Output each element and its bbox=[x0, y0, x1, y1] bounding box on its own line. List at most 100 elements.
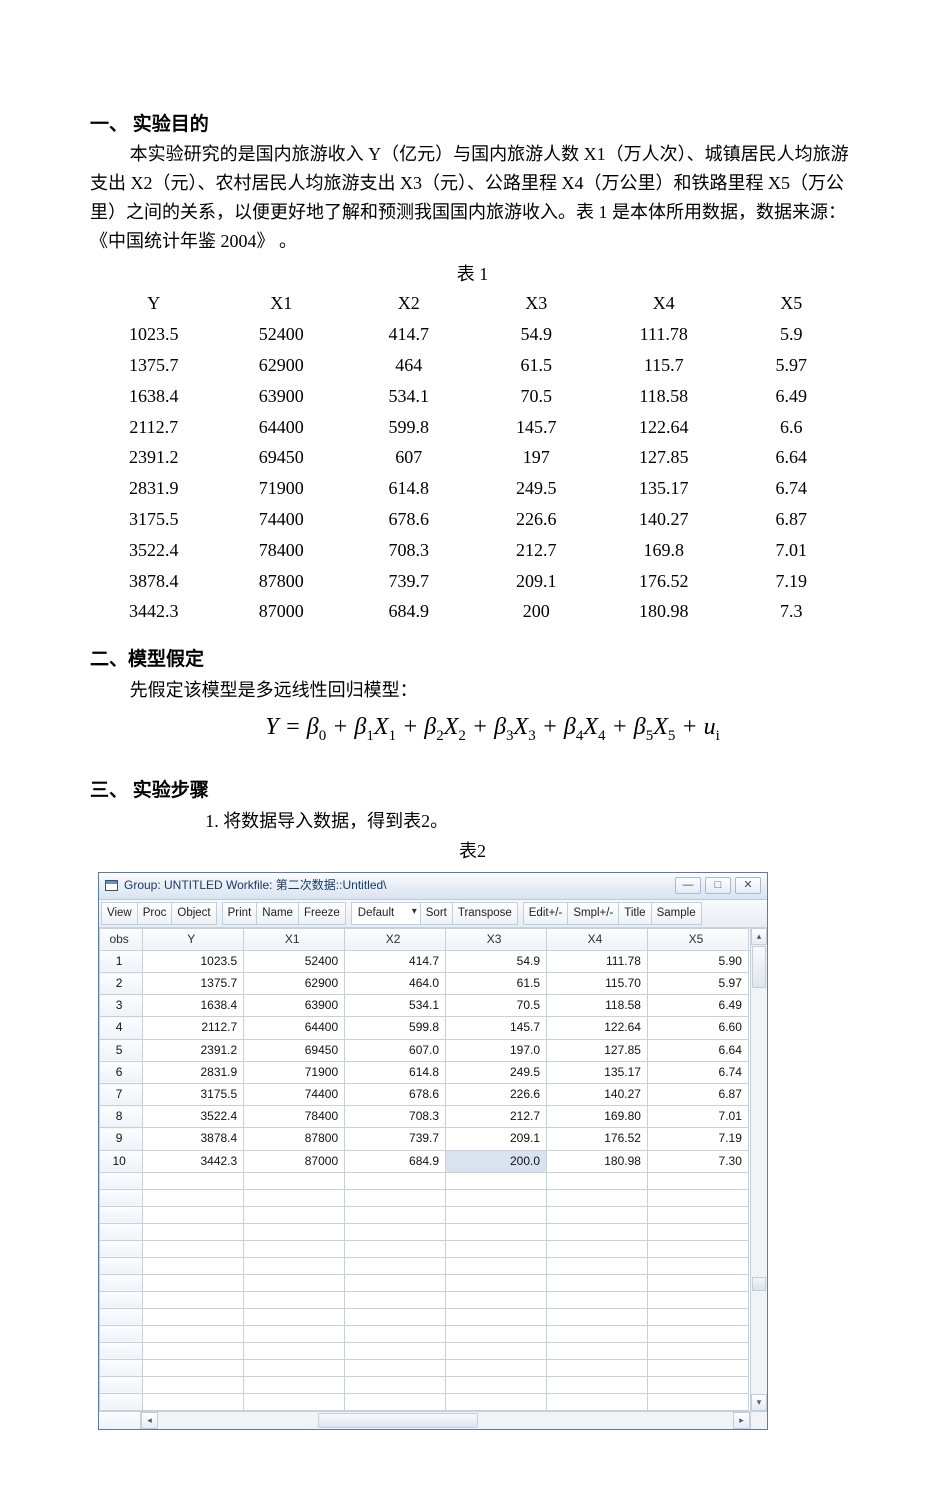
grid-obs-cell[interactable]: 8 bbox=[100, 1106, 143, 1128]
grid-empty-cell[interactable] bbox=[547, 1240, 648, 1257]
grid-row[interactable]: 31638.463900534.170.5118.586.49 bbox=[100, 995, 768, 1017]
grid-empty-cell[interactable] bbox=[345, 1189, 446, 1206]
grid-empty-cell[interactable] bbox=[143, 1257, 244, 1274]
grid-empty-cell[interactable] bbox=[446, 1206, 547, 1223]
grid-cell[interactable]: 6.74 bbox=[647, 1061, 748, 1083]
grid-empty-row[interactable] bbox=[100, 1393, 768, 1410]
hscroll-thumb[interactable] bbox=[318, 1413, 478, 1428]
grid-empty-cell[interactable] bbox=[345, 1274, 446, 1291]
toolbar-sort[interactable]: Sort bbox=[420, 902, 453, 924]
grid-empty-row[interactable] bbox=[100, 1325, 768, 1342]
grid-cell[interactable]: 3442.3 bbox=[143, 1150, 244, 1172]
grid-empty-row[interactable] bbox=[100, 1240, 768, 1257]
grid-cell[interactable]: 135.17 bbox=[547, 1061, 648, 1083]
grid-cell[interactable]: 127.85 bbox=[547, 1039, 648, 1061]
scroll-thumb[interactable] bbox=[752, 946, 766, 988]
grid-cell[interactable]: 1023.5 bbox=[143, 950, 244, 972]
grid-cell[interactable]: 176.52 bbox=[547, 1128, 648, 1150]
grid-cell[interactable]: 115.70 bbox=[547, 973, 648, 995]
grid-empty-cell[interactable] bbox=[244, 1342, 345, 1359]
grid-empty-row[interactable] bbox=[100, 1342, 768, 1359]
grid-header[interactable]: obs bbox=[100, 928, 143, 950]
grid-empty-cell[interactable] bbox=[647, 1325, 748, 1342]
grid-empty-cell[interactable] bbox=[244, 1291, 345, 1308]
grid-empty-cell[interactable] bbox=[647, 1308, 748, 1325]
grid-obs-cell[interactable]: 6 bbox=[100, 1061, 143, 1083]
grid-cell[interactable]: 414.7 bbox=[345, 950, 446, 972]
grid-row[interactable]: 103442.387000684.9200.0180.987.30 bbox=[100, 1150, 768, 1172]
grid-cell[interactable]: 169.80 bbox=[547, 1106, 648, 1128]
grid-cell[interactable]: 5.90 bbox=[647, 950, 748, 972]
grid-empty-cell[interactable] bbox=[244, 1359, 345, 1376]
scroll-down-arrow[interactable]: ▾ bbox=[751, 1394, 767, 1411]
grid-cell[interactable]: 69450 bbox=[244, 1039, 345, 1061]
grid-cell[interactable]: 140.27 bbox=[547, 1084, 648, 1106]
grid-empty-cell[interactable] bbox=[143, 1291, 244, 1308]
grid-cell[interactable]: 70.5 bbox=[446, 995, 547, 1017]
grid-empty-cell[interactable] bbox=[547, 1308, 648, 1325]
grid-empty-cell[interactable] bbox=[647, 1342, 748, 1359]
grid-empty-cell[interactable] bbox=[345, 1240, 446, 1257]
grid-empty-cell[interactable] bbox=[244, 1223, 345, 1240]
grid-cell[interactable]: 464.0 bbox=[345, 973, 446, 995]
grid-empty-cell[interactable] bbox=[446, 1223, 547, 1240]
grid-cell[interactable]: 678.6 bbox=[345, 1084, 446, 1106]
grid-empty-cell[interactable] bbox=[647, 1223, 748, 1240]
grid-empty-cell[interactable] bbox=[244, 1308, 345, 1325]
grid-cell[interactable]: 1375.7 bbox=[143, 973, 244, 995]
grid-empty-cell[interactable] bbox=[143, 1359, 244, 1376]
grid-empty-row[interactable] bbox=[100, 1376, 768, 1393]
grid-empty-cell[interactable] bbox=[244, 1376, 345, 1393]
grid-empty-cell[interactable] bbox=[100, 1257, 143, 1274]
grid-empty-cell[interactable] bbox=[647, 1189, 748, 1206]
grid-empty-cell[interactable] bbox=[345, 1359, 446, 1376]
grid-cell[interactable]: 197.0 bbox=[446, 1039, 547, 1061]
grid-cell[interactable]: 63900 bbox=[244, 995, 345, 1017]
grid-row[interactable]: 73175.574400678.6226.6140.276.87 bbox=[100, 1084, 768, 1106]
toolbar-default-select[interactable]: Default bbox=[351, 902, 421, 924]
grid-empty-cell[interactable] bbox=[446, 1274, 547, 1291]
toolbar-smpl[interactable]: Smpl+/- bbox=[567, 902, 619, 924]
maximize-button[interactable]: □ bbox=[705, 877, 731, 894]
grid-empty-cell[interactable] bbox=[244, 1240, 345, 1257]
grid-cell[interactable]: 2391.2 bbox=[143, 1039, 244, 1061]
grid-empty-row[interactable] bbox=[100, 1359, 768, 1376]
grid-empty-cell[interactable] bbox=[547, 1376, 648, 1393]
grid-empty-cell[interactable] bbox=[100, 1223, 143, 1240]
grid-row[interactable]: 21375.762900464.061.5115.705.97 bbox=[100, 973, 768, 995]
toolbar-freeze[interactable]: Freeze bbox=[298, 902, 346, 924]
vertical-scrollbar[interactable]: ▴ ▾ bbox=[750, 928, 767, 1411]
grid-empty-cell[interactable] bbox=[446, 1376, 547, 1393]
grid-cell[interactable]: 61.5 bbox=[446, 973, 547, 995]
grid-empty-cell[interactable] bbox=[647, 1274, 748, 1291]
horizontal-scrollbar[interactable]: ◂ ▸ bbox=[99, 1411, 767, 1429]
grid-empty-cell[interactable] bbox=[143, 1393, 244, 1410]
grid-cell[interactable]: 599.8 bbox=[345, 1017, 446, 1039]
grid-empty-cell[interactable] bbox=[647, 1240, 748, 1257]
grid-empty-cell[interactable] bbox=[100, 1342, 143, 1359]
grid-empty-row[interactable] bbox=[100, 1223, 768, 1240]
grid-cell[interactable]: 1638.4 bbox=[143, 995, 244, 1017]
grid-cell[interactable]: 52400 bbox=[244, 950, 345, 972]
grid-empty-cell[interactable] bbox=[345, 1393, 446, 1410]
grid-obs-cell[interactable]: 4 bbox=[100, 1017, 143, 1039]
grid-header[interactable]: X5 bbox=[647, 928, 748, 950]
eviews-titlebar[interactable]: Group: UNTITLED Workfile: 第二次数据::Untitle… bbox=[99, 873, 767, 900]
grid-empty-cell[interactable] bbox=[143, 1240, 244, 1257]
toolbar-title[interactable]: Title bbox=[618, 902, 651, 924]
scroll-up-arrow[interactable]: ▴ bbox=[751, 928, 767, 945]
grid-empty-cell[interactable] bbox=[446, 1393, 547, 1410]
grid-empty-cell[interactable] bbox=[100, 1274, 143, 1291]
grid-empty-cell[interactable] bbox=[143, 1189, 244, 1206]
grid-row[interactable]: 11023.552400414.754.9111.785.90 bbox=[100, 950, 768, 972]
grid-empty-row[interactable] bbox=[100, 1291, 768, 1308]
grid-header[interactable]: X3 bbox=[446, 928, 547, 950]
grid-header[interactable]: Y bbox=[143, 928, 244, 950]
grid-empty-row[interactable] bbox=[100, 1257, 768, 1274]
toolbar-print[interactable]: Print bbox=[222, 902, 258, 924]
grid-cell[interactable]: 739.7 bbox=[345, 1128, 446, 1150]
grid-empty-cell[interactable] bbox=[143, 1308, 244, 1325]
grid-empty-cell[interactable] bbox=[100, 1240, 143, 1257]
grid-empty-cell[interactable] bbox=[244, 1274, 345, 1291]
grid-empty-cell[interactable] bbox=[647, 1257, 748, 1274]
